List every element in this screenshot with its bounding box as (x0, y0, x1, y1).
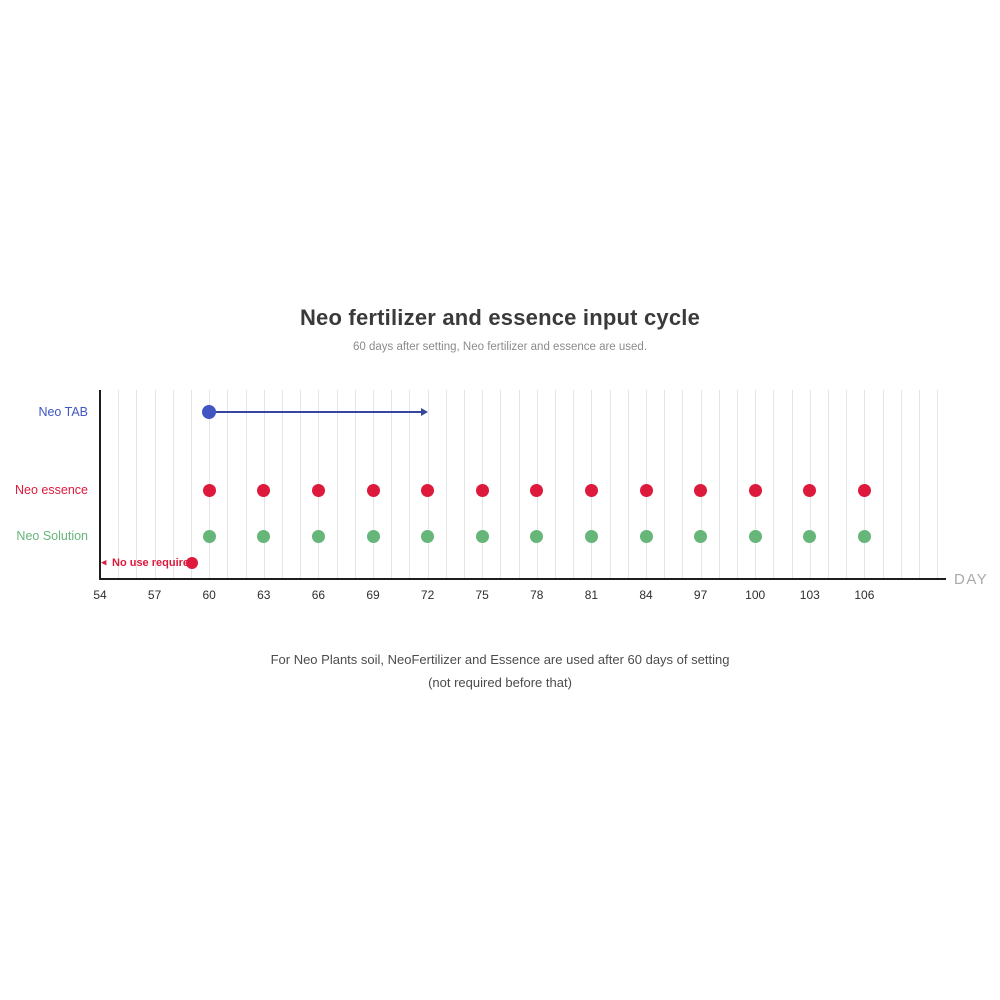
gridline (191, 390, 192, 578)
x-tick-label: 57 (147, 588, 162, 602)
gridline (172, 390, 174, 578)
gridline (609, 390, 611, 578)
x-axis-line (99, 578, 946, 580)
x-tick-label: 69 (366, 588, 380, 602)
neo-solution-dot (748, 529, 762, 543)
gridline (882, 390, 884, 578)
gridline (245, 390, 247, 578)
neo-solution-dot (421, 529, 435, 543)
x-tick-label: 84 (639, 588, 653, 602)
no-use-annotation-label: No use required (112, 557, 196, 569)
chart-title: Neo fertilizer and essence input cycle (299, 305, 701, 330)
neo-essence-dot (475, 483, 489, 497)
gridline (354, 390, 356, 578)
neo-solution-dot (202, 529, 216, 543)
neo-essence-dot (257, 483, 271, 497)
neo-solution-dot (857, 529, 871, 543)
x-tick-label: 54 (93, 588, 107, 602)
gridline (573, 390, 575, 578)
footer-line-1: For Neo Plants soil, NeoFertilizer and E… (270, 652, 730, 667)
neo-tab-duration-arrowhead-icon (420, 408, 428, 416)
gridline (919, 390, 920, 578)
gridline (664, 390, 666, 578)
neo-essence-dot (857, 483, 871, 497)
gridline (518, 390, 520, 578)
gridline (900, 390, 902, 578)
row-label-neo-essence: Neo essence (15, 483, 88, 497)
neo-essence-dot (311, 483, 325, 497)
neo-solution-dot (530, 529, 544, 543)
neo-essence-dot (421, 483, 435, 497)
row-label-neo-tab: Neo TAB (38, 405, 88, 419)
input-cycle-chart: 54 57 60 63 66 69 72 75 78 81 84 97 100 103 106 DAY Neo … (0, 390, 1000, 615)
neo-tab-duration-arrow (209, 411, 422, 413)
chart-subtitle: 60 days after setting, Neo fertilizer an… (352, 341, 648, 353)
gridline (391, 390, 393, 578)
gridline (937, 390, 939, 578)
neo-solution-dot (366, 529, 380, 543)
x-tick-label: 72 (420, 588, 435, 602)
gridline (336, 390, 338, 578)
gridline (154, 390, 156, 578)
x-tick-label: 78 (530, 588, 544, 602)
gridline (846, 390, 848, 578)
gridline (500, 390, 502, 578)
neo-solution-dot (311, 529, 325, 543)
neo-essence-dot (694, 483, 708, 497)
neo-solution-dot (475, 529, 489, 543)
gridline (445, 390, 447, 578)
neo-solution-dot (639, 529, 653, 543)
x-tick-label: 100 (745, 588, 766, 602)
x-tick-label: 106 (854, 588, 875, 602)
neo-essence-dot (366, 483, 380, 497)
gridline (737, 390, 738, 578)
neo-solution-dot (584, 529, 598, 543)
neo-solution-dot (694, 529, 708, 543)
footer-line-2: (not required before that) (428, 675, 572, 690)
neo-tab-dot (202, 405, 217, 419)
y-axis-line (99, 390, 101, 580)
x-tick-label: 103 (799, 588, 820, 602)
gridline (828, 390, 829, 578)
no-use-dot (186, 557, 198, 569)
neo-solution-dot (803, 529, 817, 543)
neo-essence-dot (803, 483, 817, 497)
gridline (718, 390, 720, 578)
gridline (136, 390, 138, 578)
x-tick-label: 75 (475, 588, 489, 602)
gridline (555, 390, 556, 578)
footer-note: For Neo Plants soil, NeoFertilizer and E… (0, 648, 1000, 694)
x-tick-label: 66 (311, 588, 326, 602)
gridline (300, 390, 302, 578)
row-label-neo-solution: Neo Solution (16, 529, 88, 543)
gridline (791, 390, 793, 578)
gridline (282, 390, 283, 578)
x-tick-label: 97 (693, 588, 708, 602)
x-axis-title: DAY (954, 571, 989, 588)
neo-essence-dot (584, 483, 598, 497)
x-tick-label: 63 (257, 588, 271, 602)
neo-solution-dot (257, 529, 271, 543)
gridline (773, 390, 775, 578)
gridline (464, 390, 465, 578)
neo-essence-dot (202, 483, 216, 497)
neo-essence-dot (530, 483, 544, 497)
x-tick-label: 81 (584, 588, 599, 602)
neo-essence-dot (639, 483, 653, 497)
gridline (409, 390, 411, 578)
gridline (227, 390, 229, 578)
gridline (627, 390, 629, 578)
neo-essence-dot (748, 483, 762, 497)
x-tick-label: 60 (202, 588, 216, 602)
gridline (118, 390, 120, 578)
gridline (682, 390, 684, 578)
no-use-left-triangle-icon: ◀ (101, 559, 107, 567)
